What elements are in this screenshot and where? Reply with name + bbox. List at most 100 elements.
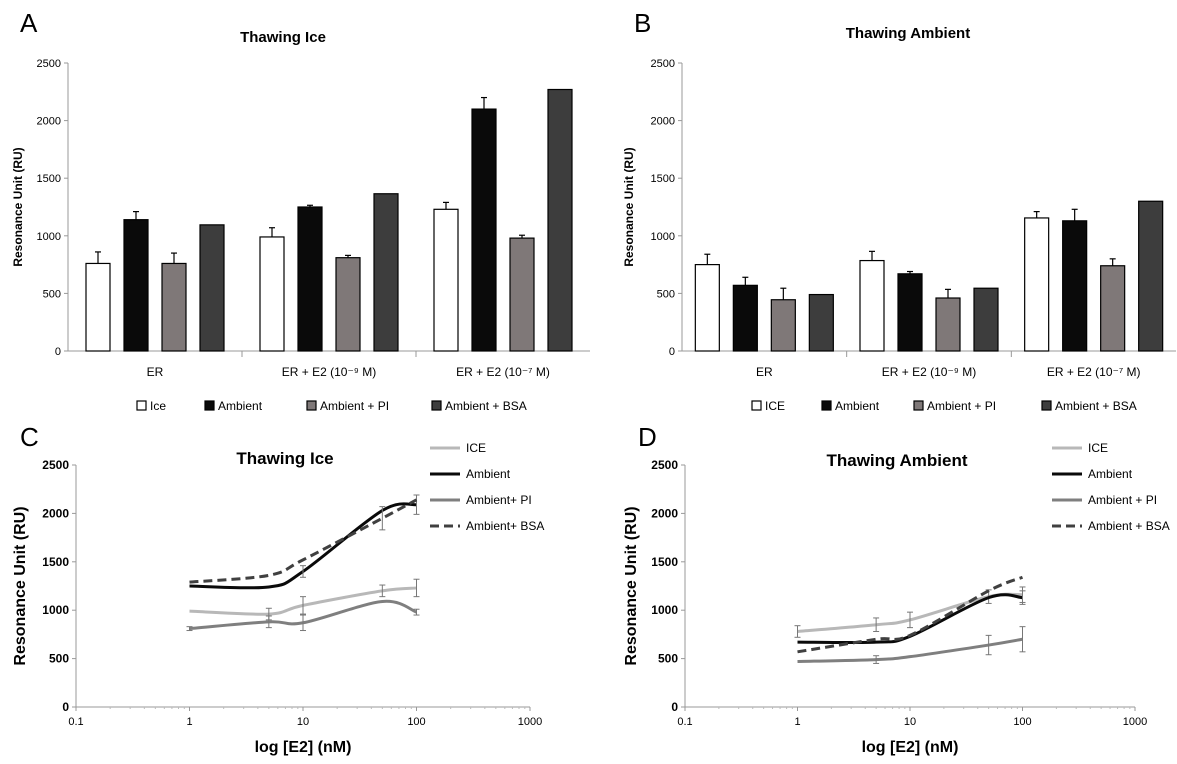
y-tick-label: 1500 (651, 173, 675, 185)
y-tick-label: 1000 (651, 231, 675, 243)
category-label: ER + E2 (10⁻⁹ M) (282, 365, 377, 379)
legend-label: Ambient (835, 399, 880, 413)
legend-label: Ambient + BSA (1055, 399, 1137, 413)
y-tick-label: 500 (49, 652, 69, 666)
chart-title: Thawing Ambient (826, 451, 967, 470)
bar (547, 88, 573, 352)
y-tick-label: 2000 (37, 116, 61, 128)
y-tick-label: 0 (669, 346, 675, 358)
chart-title: Thawing Ambient (846, 25, 970, 42)
y-tick-label: 500 (657, 288, 675, 300)
x-tick-label: 1000 (1123, 716, 1147, 728)
x-tick-label: 0.1 (677, 716, 692, 728)
bar (770, 299, 796, 352)
chart-title: Thawing Ice (240, 29, 326, 46)
x-tick-label: 1000 (518, 716, 542, 728)
category-label: ER + E2 (10⁻⁹ M) (882, 365, 977, 379)
legend-label: Ambient + BSA (445, 399, 527, 413)
y-tick-label: 0 (671, 700, 678, 714)
legend-label: Ambient + PI (927, 399, 996, 413)
legend-swatch (204, 400, 215, 411)
bar (732, 284, 758, 352)
series-line (797, 575, 1024, 654)
y-tick-label: 2000 (42, 506, 69, 520)
bar (935, 297, 961, 352)
y-tick-label: 2500 (651, 58, 675, 70)
y-tick-label: 1000 (651, 603, 678, 617)
line-chart-thawing-ambient: Thawing Ambient Resonance Unit (RU) log [E… (623, 441, 1170, 756)
bar (859, 259, 885, 352)
legend-swatch (913, 400, 924, 411)
bar (259, 236, 285, 352)
panel-a: A Thawing Ice Resonance Unit (RU) 0 500 1000… (0, 0, 590, 420)
legend-label: Ambient (466, 467, 511, 481)
y-tick-label: 1000 (42, 603, 69, 617)
legend-label: Ambient + PI (1088, 493, 1157, 507)
x-tick-label: 10 (297, 716, 309, 728)
legend-label: ICE (466, 441, 486, 455)
y-tick-label: 0 (62, 700, 69, 714)
x-axis-label: log [E2] (nM) (255, 739, 352, 756)
legend-swatch (751, 400, 762, 411)
bar (297, 206, 323, 352)
y-axis-label: Resonance Unit (RU) (11, 147, 25, 266)
x-tick-label: 100 (1013, 716, 1031, 728)
panel-c: C Thawing Ice Resonance Unit (RU) log [E2]… (0, 420, 590, 764)
bar (694, 264, 720, 352)
panel-d: D Thawing Ambient Resonance Unit (RU) log … (590, 420, 1177, 764)
bar (471, 108, 497, 352)
y-axis-label: Resonance Unit (RU) (623, 506, 640, 665)
y-axis-label: Resonance Unit (RU) (622, 147, 636, 266)
bar (808, 293, 834, 352)
legend-label: Ice (150, 399, 166, 413)
bar (1138, 200, 1164, 352)
bar (85, 262, 111, 352)
legend-label: Ambient+ BSA (466, 519, 544, 533)
bar (199, 224, 225, 352)
x-tick-label: 1 (794, 716, 800, 728)
y-tick-label: 500 (43, 288, 61, 300)
category-label: ER (147, 365, 164, 379)
legend-swatch (821, 400, 832, 411)
bar (1100, 265, 1126, 352)
bar (897, 273, 923, 352)
chart-title: Thawing Ice (236, 449, 333, 468)
legend-swatch (306, 400, 317, 411)
legend-swatch (136, 400, 147, 411)
panel-letter-d: D (638, 422, 657, 452)
y-tick-label: 1000 (37, 231, 61, 243)
y-tick-label: 0 (55, 346, 61, 358)
y-tick-label: 500 (658, 652, 678, 666)
legend-label: Ambient+ PI (466, 493, 532, 507)
bar (161, 262, 187, 352)
y-tick-label: 2500 (37, 58, 61, 70)
y-axis-label: Resonance Unit (RU) (12, 506, 29, 665)
legend-label: Ambient + PI (320, 399, 389, 413)
y-tick-label: 2500 (651, 458, 678, 472)
x-tick-label: 100 (407, 716, 425, 728)
panel-b: B Thawing Ambient Resonance Unit (RU) 0 500… (590, 0, 1177, 420)
x-axis-label: log [E2] (nM) (862, 739, 959, 756)
bar (973, 287, 999, 352)
y-tick-label: 1500 (37, 173, 61, 185)
category-label: ER + E2 (10⁻⁷ M) (456, 365, 550, 379)
category-label: ER (756, 365, 773, 379)
bar-chart-thawing-ice: Thawing Ice Resonance Unit (RU) 0 500 1000 15… (11, 29, 590, 413)
bar (335, 257, 361, 352)
y-tick-label: 2000 (651, 506, 678, 520)
series-line (189, 498, 418, 584)
legend-label: Ambient (218, 399, 263, 413)
line-chart-thawing-ice: Thawing Ice Resonance Unit (RU) log [E2] (… (12, 441, 544, 756)
legend-swatch (431, 400, 442, 411)
legend-label: Ambient + BSA (1088, 519, 1170, 533)
bar (1062, 220, 1088, 352)
bar (123, 219, 149, 352)
y-tick-label: 1500 (651, 555, 678, 569)
legend-label: Ambient (1088, 467, 1133, 481)
bar (373, 193, 399, 352)
bar-chart-thawing-ambient: Thawing Ambient Resonance Unit (RU) 0 500 10… (622, 25, 1176, 413)
x-tick-label: 0.1 (68, 716, 83, 728)
series-line (797, 637, 1023, 664)
y-tick-label: 2500 (42, 458, 69, 472)
panel-letter-c: C (20, 422, 39, 452)
